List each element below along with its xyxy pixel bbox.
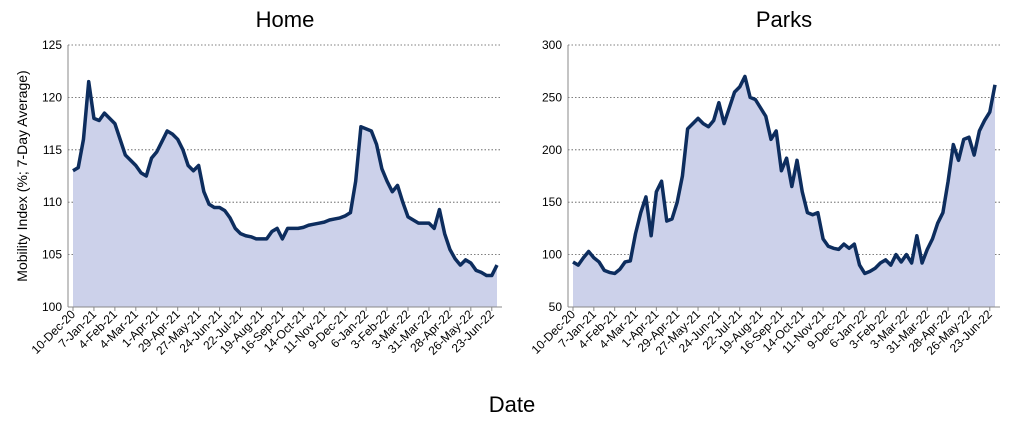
y-tick-label: 200 [542,143,562,157]
x-axis-label: Date [489,392,535,417]
y-tick-label: 250 [542,90,562,104]
y-tick-label: 125 [42,38,62,52]
chart-title: Parks [756,7,812,32]
line [572,74,997,276]
line [72,79,499,278]
y-tick-label: 120 [42,90,62,104]
y-axis-label: Mobility Index (%; 7-Day Average) [14,70,30,281]
area-fill [573,76,995,307]
area-fill [73,81,497,308]
y-tick-label: 100 [42,300,62,314]
chart-title: Home [256,7,315,32]
y-tick-label: 150 [542,195,562,209]
y-tick-label: 300 [542,38,562,52]
y-tick-label: 105 [42,248,62,262]
y-tick-label: 50 [549,300,563,314]
y-tick-label: 100 [542,248,562,262]
y-tick-label: 110 [43,195,62,209]
y-tick-label: 115 [43,143,62,157]
